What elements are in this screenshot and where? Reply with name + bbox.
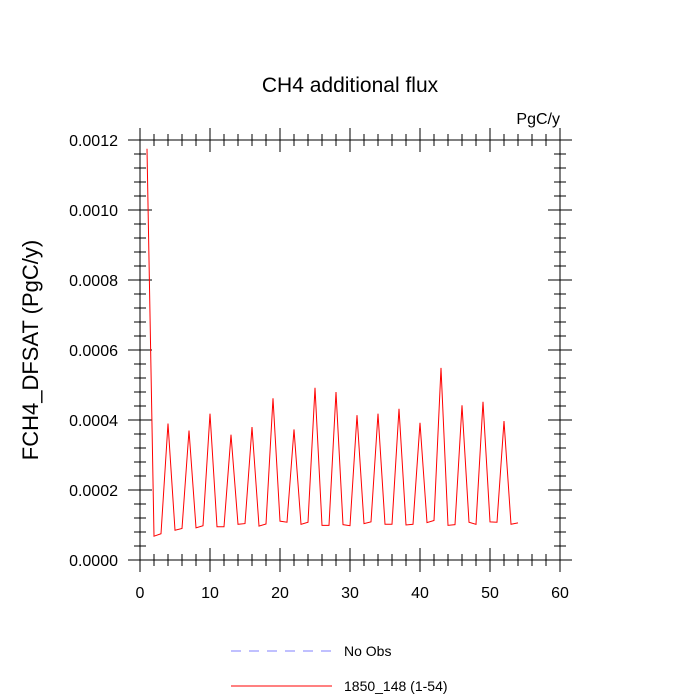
legend: No Obs 1850_148 (1-54) <box>231 643 448 694</box>
y-axis-label: FCH4_DFSAT (PgC/y) <box>18 240 43 460</box>
plot-frame <box>139 139 561 561</box>
x-tick-label: 0 <box>136 585 145 602</box>
y-tick-label: 0.0010 <box>69 203 118 220</box>
y-tick-label: 0.0004 <box>69 413 118 430</box>
y-tick-label: 0.0012 <box>69 133 118 150</box>
y-tick-label: 0.0000 <box>69 553 118 570</box>
y-tick-label: 0.0008 <box>69 273 118 290</box>
x-tick-label: 20 <box>271 585 289 602</box>
y-tick-label: 0.0006 <box>69 343 118 360</box>
chart-title: CH4 additional flux <box>262 74 439 97</box>
units-label: PgC/y <box>516 111 560 128</box>
x-tick-label: 40 <box>411 585 429 602</box>
legend-label: 1850_148 (1-54) <box>344 678 448 694</box>
y-tick-label: 0.0002 <box>69 483 118 500</box>
series-line <box>146 148 519 537</box>
series-layer <box>146 148 519 537</box>
x-tick-label: 60 <box>551 585 569 602</box>
axis-ticks: 0 10 20 30 40 50 60 0.0000 0.0002 0.0004 0.0006 0.0… <box>69 128 572 602</box>
x-tick-label: 10 <box>201 585 219 602</box>
x-tick-label: 30 <box>341 585 359 602</box>
legend-label: No Obs <box>344 643 391 659</box>
x-tick-label: 50 <box>481 585 499 602</box>
